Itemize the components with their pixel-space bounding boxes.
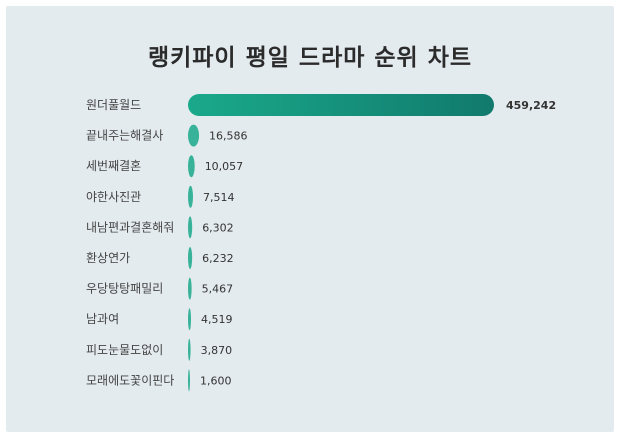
bar: [188, 94, 494, 116]
category-label: 우당탕탕패밀리: [86, 282, 163, 296]
value-label: 6,232: [202, 252, 234, 265]
category-label: 끝내주는해결사: [86, 129, 163, 143]
bar: [188, 369, 190, 392]
category-label: 모래에도꽃이핀다: [86, 373, 174, 387]
value-label: 3,870: [201, 344, 233, 357]
bar-chart: 원더풀월드 459,242 끝내주는해결사 16,586 세번째결혼 10,057 야한사진…: [86, 94, 556, 392]
value-label: 16,586: [209, 130, 248, 143]
value-label: 4,519: [201, 313, 233, 326]
category-label: 내남편과결혼해줘: [86, 220, 174, 234]
bar: [188, 124, 200, 147]
bar: [188, 308, 192, 331]
value-label: 10,057: [205, 160, 244, 173]
value-label: 1,600: [200, 374, 232, 387]
bar: [188, 185, 194, 208]
category-label: 세번째결혼: [86, 159, 141, 173]
category-label: 남과여: [86, 312, 119, 326]
chart-title: 랭키파이 평일 드라마 순위 차트: [147, 45, 473, 71]
bar: [188, 155, 195, 178]
value-label: 7,514: [203, 191, 235, 204]
category-label: 환상연가: [86, 251, 130, 265]
bar: [188, 247, 193, 269]
chart-panel: 랭키파이 평일 드라마 순위 차트 원더풀월드 459,242 끝내주는해결사 16,…: [6, 6, 614, 432]
bar: [188, 338, 191, 361]
category-label: 원더풀월드: [86, 98, 141, 112]
category-label: 피도눈물도없이: [86, 343, 163, 357]
value-label: 5,467: [202, 283, 234, 296]
value-label: 459,242: [506, 99, 556, 112]
bar: [188, 216, 193, 239]
bar: [188, 277, 192, 300]
value-label: 6,302: [202, 221, 234, 234]
category-label: 야한사진관: [86, 190, 141, 204]
